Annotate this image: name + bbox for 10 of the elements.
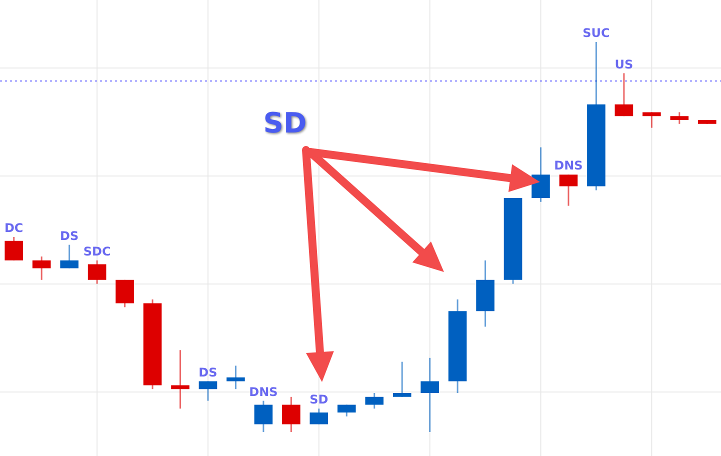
text: DNS: [249, 384, 278, 399]
annotation: SD: [263, 106, 307, 140]
text: DC: [4, 221, 24, 236]
text: DS: [60, 228, 79, 243]
text: DNS: [554, 158, 583, 173]
text: SD: [310, 392, 328, 407]
text: SUC: [582, 26, 610, 40]
text: SDC: [83, 244, 111, 259]
text: DS: [198, 365, 218, 380]
text: US: [614, 57, 634, 72]
